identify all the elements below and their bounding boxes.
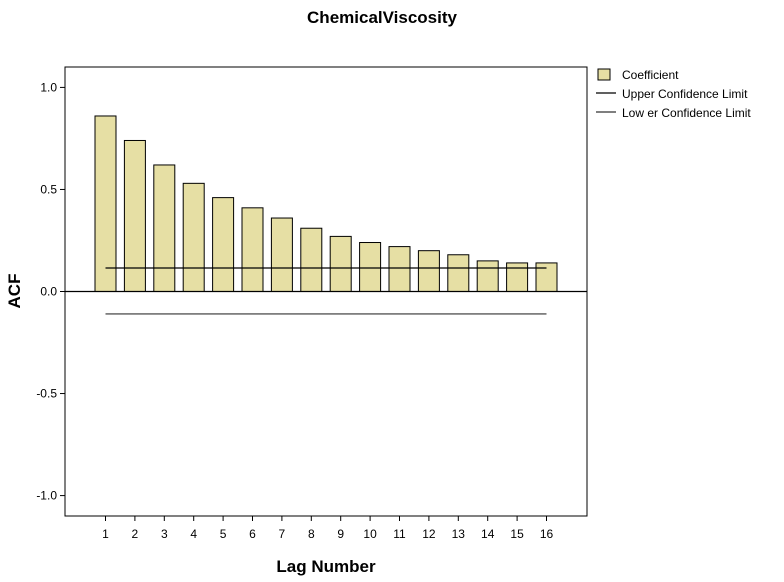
legend-swatch-coefficient (597, 68, 611, 81)
x-tick-label: 6 (249, 527, 256, 541)
legend-label-upper: Upper Confidence Limit (622, 87, 748, 101)
coefficient-bar (506, 262, 529, 293)
coefficient-bar (535, 262, 558, 293)
coefficient-bar (94, 115, 117, 293)
y-tick-label: 0.5 (40, 182, 57, 196)
coefficient-bar (359, 242, 382, 293)
x-axis: 1 2 3 4 5 6 7 8 9 10 11 12 13 14 15 16 (102, 516, 553, 541)
x-tick-label: 1 (102, 527, 109, 541)
legend: Coefficient Upper Confidence Limit Low e… (596, 68, 751, 120)
y-tick-label: 1.0 (40, 80, 57, 94)
coefficient-bar (329, 235, 352, 293)
coefficient-bar (212, 197, 235, 292)
coefficient-bar (476, 260, 499, 292)
x-tick-label: 2 (132, 527, 139, 541)
y-tick-label: 0.0 (40, 285, 57, 299)
x-tick-label: 15 (510, 527, 524, 541)
y-axis-label: ACF (5, 274, 24, 309)
x-tick-label: 8 (308, 527, 315, 541)
y-tick-label: -1.0 (36, 489, 57, 503)
coefficient-bar (447, 254, 470, 293)
x-tick-label: 9 (337, 527, 344, 541)
coefficient-bar (153, 164, 176, 292)
x-axis-label: Lag Number (276, 557, 376, 576)
x-tick-label: 5 (220, 527, 227, 541)
x-tick-label: 4 (190, 527, 197, 541)
coefficient-bar (241, 207, 264, 292)
coefficient-bar (388, 246, 411, 293)
coefficient-bars (94, 115, 558, 293)
x-tick-label: 16 (540, 527, 554, 541)
y-tick-label: -0.5 (36, 387, 57, 401)
coefficient-bar (182, 182, 205, 292)
x-tick-label: 11 (393, 527, 406, 541)
x-tick-label: 10 (363, 527, 377, 541)
coefficient-bar (123, 139, 146, 292)
x-tick-label: 13 (452, 527, 466, 541)
x-tick-label: 3 (161, 527, 168, 541)
coefficient-bar (300, 227, 323, 292)
x-tick-label: 12 (422, 527, 436, 541)
y-axis: -1.0 -0.5 0.0 0.5 1.0 (36, 80, 65, 503)
x-tick-label: 14 (481, 527, 495, 541)
coefficient-bar (270, 217, 293, 292)
x-tick-label: 7 (279, 527, 286, 541)
legend-label-lower: Low er Confidence Limit (622, 106, 751, 120)
chart-title: ChemicalViscosity (307, 8, 457, 27)
legend-label-coefficient: Coefficient (622, 68, 679, 82)
coefficient-bar (417, 250, 440, 293)
